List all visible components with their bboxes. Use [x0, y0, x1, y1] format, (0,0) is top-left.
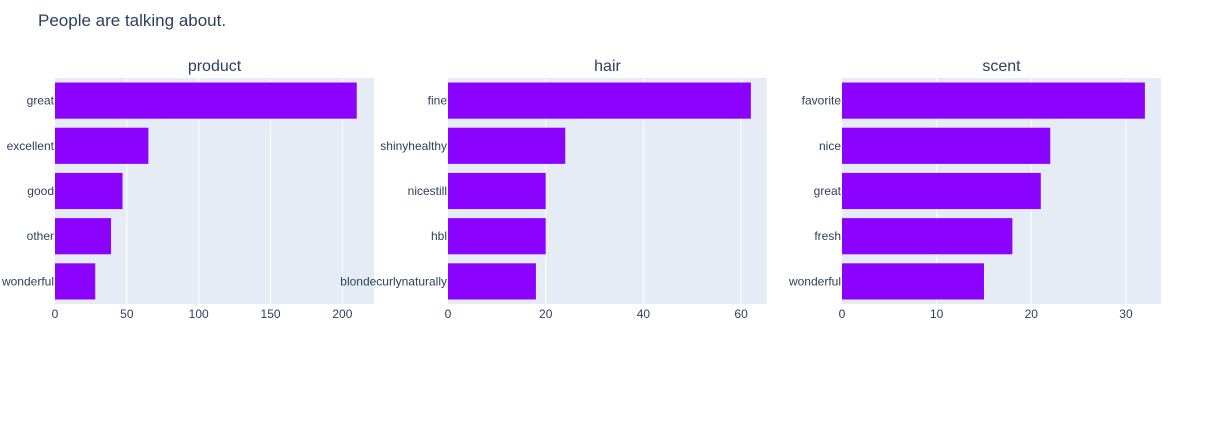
category-label-product-other: other: [27, 229, 54, 243]
bar-hair-hbl[interactable]: [448, 218, 546, 255]
subplot-title-hair: hair: [594, 58, 621, 75]
category-label-product-great: great: [27, 94, 55, 108]
x-tick-label-product: 0: [52, 307, 59, 321]
category-label-hair-hbl: hbl: [431, 229, 447, 243]
category-label-product-excellent: excellent: [7, 139, 55, 153]
bar-hair-nicestill[interactable]: [448, 172, 546, 210]
category-label-scent-nice: nice: [819, 139, 841, 153]
x-tick-label-hair: 0: [445, 307, 452, 321]
bar-product-excellent[interactable]: [55, 127, 149, 164]
x-tick-label-scent: 20: [1025, 307, 1039, 321]
category-label-hair-nicestill: nicestill: [408, 184, 447, 198]
bar-scent-favorite[interactable]: [842, 82, 1145, 119]
bar-scent-great[interactable]: [842, 172, 1041, 210]
category-label-product-good: good: [27, 184, 54, 198]
bar-scent-fresh[interactable]: [842, 218, 1013, 255]
bar-hair-shinyhealthy[interactable]: [448, 127, 566, 164]
x-tick-label-hair: 60: [734, 307, 748, 321]
category-label-product-wonderful: wonderful: [1, 274, 54, 288]
x-tick-label-hair: 40: [637, 307, 651, 321]
category-label-scent-great: great: [814, 184, 842, 198]
x-tick-label-product: 100: [189, 307, 209, 321]
x-tick-label-hair: 20: [539, 307, 553, 321]
category-label-hair-blondecurlynaturally: blondecurlynaturally: [340, 274, 447, 288]
category-label-scent-wonderful: wonderful: [788, 274, 841, 288]
bar-scent-wonderful[interactable]: [842, 263, 984, 300]
bar-product-great[interactable]: [55, 82, 357, 119]
x-tick-label-product: 150: [261, 307, 281, 321]
category-label-scent-fresh: fresh: [814, 229, 841, 243]
bar-product-other[interactable]: [55, 218, 112, 255]
x-tick-label-product: 50: [120, 307, 134, 321]
x-tick-label-product: 200: [332, 307, 352, 321]
bar-product-wonderful[interactable]: [55, 263, 96, 300]
subplot-title-scent: scent: [982, 58, 1021, 75]
page-title: People are talking about.: [38, 11, 227, 30]
x-tick-label-scent: 0: [839, 307, 846, 321]
bar-hair-fine[interactable]: [448, 82, 751, 119]
category-label-hair-shinyhealthy: shinyhealthy: [380, 139, 447, 153]
bar-hair-blondecurlynaturally[interactable]: [448, 263, 536, 300]
x-tick-label-scent: 30: [1119, 307, 1133, 321]
category-label-scent-favorite: favorite: [802, 94, 842, 108]
x-tick-label-scent: 10: [930, 307, 944, 321]
bar-product-good[interactable]: [55, 172, 123, 210]
subplot-title-product: product: [188, 58, 242, 75]
category-label-hair-fine: fine: [428, 94, 448, 108]
bar-scent-nice[interactable]: [842, 127, 1051, 164]
